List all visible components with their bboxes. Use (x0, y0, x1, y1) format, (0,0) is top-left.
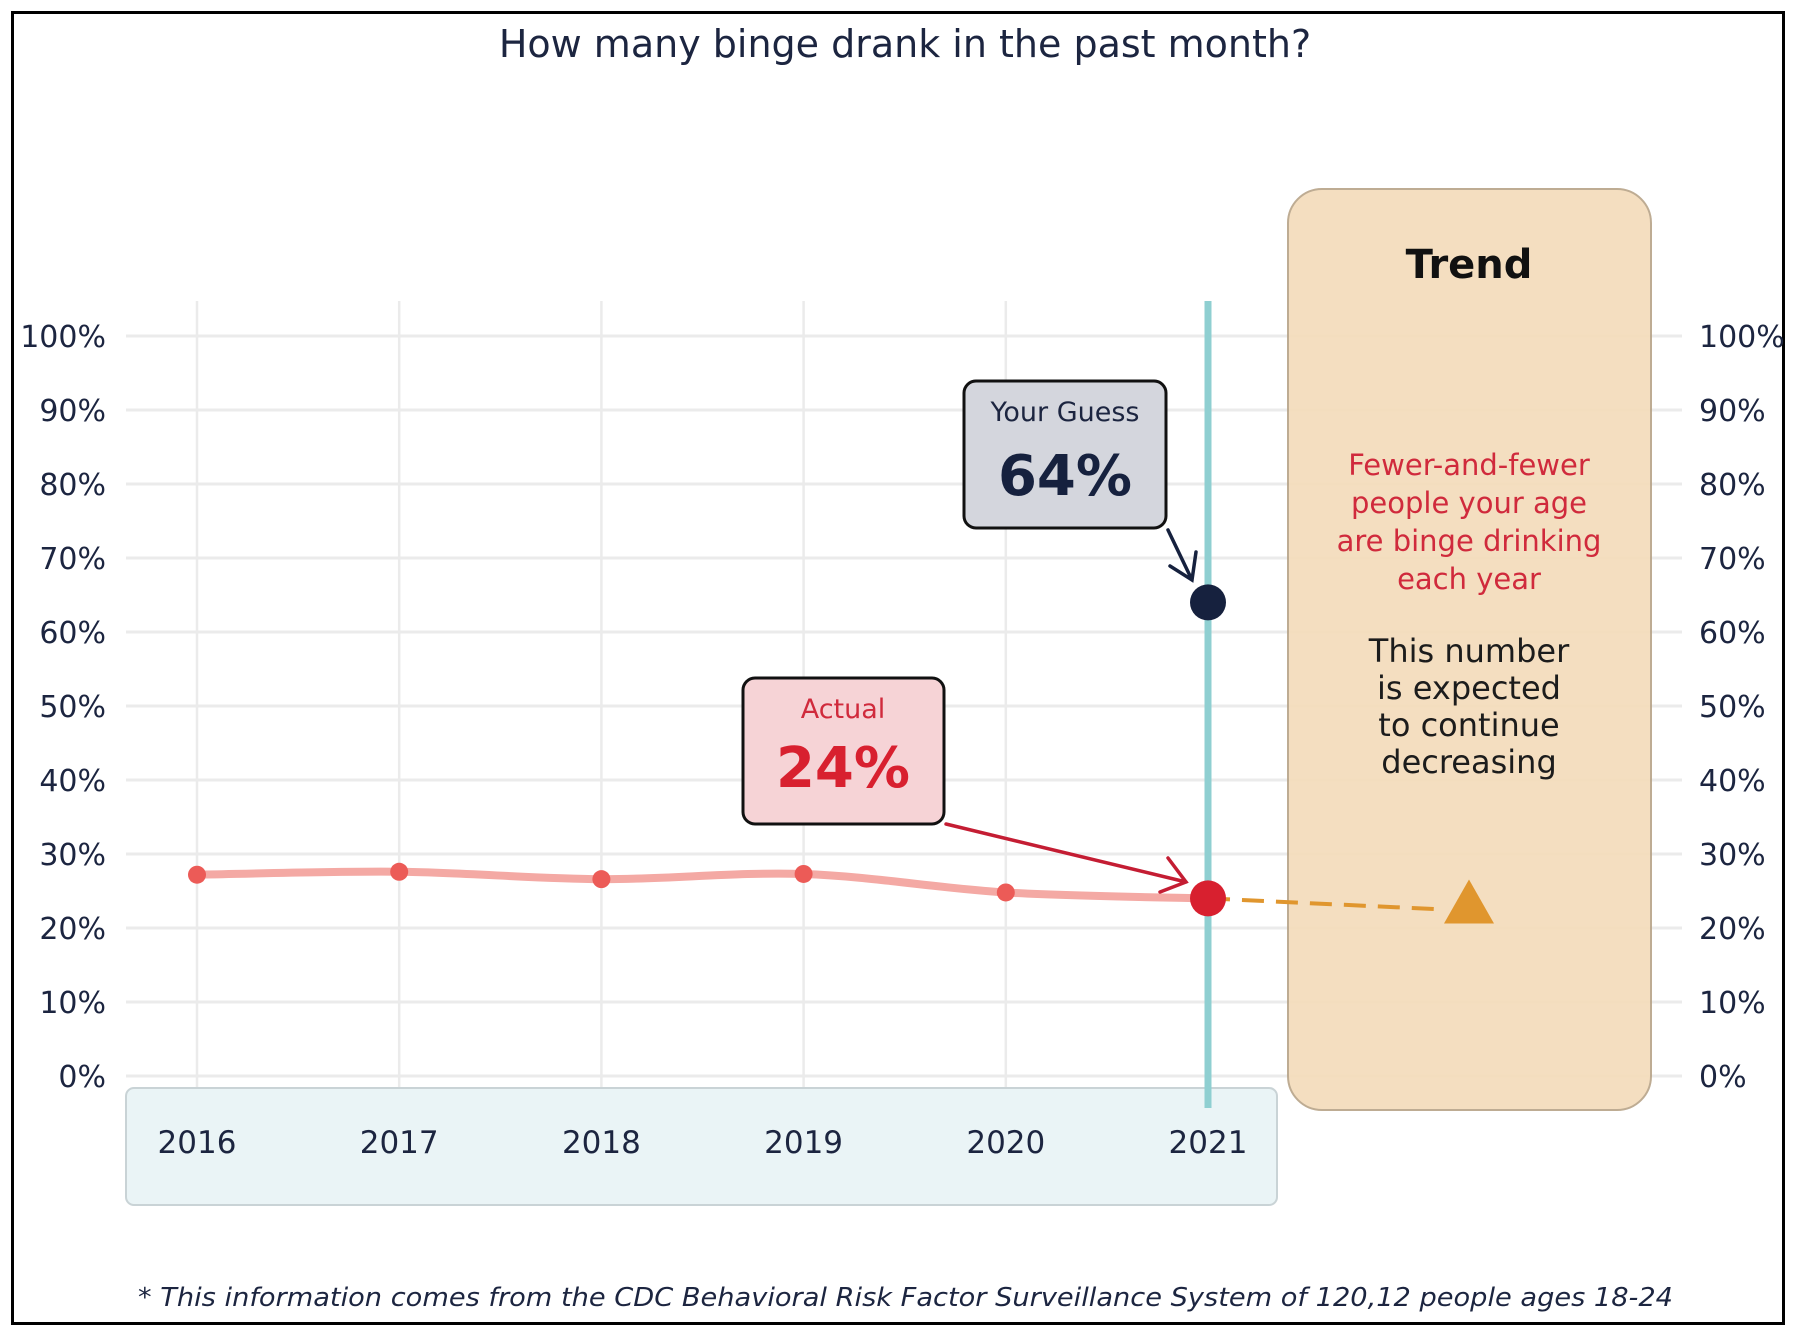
x-tick-label: 2021 (1169, 1125, 1248, 1161)
y-tick-label-right: 100% (1699, 320, 1785, 355)
data-point (794, 864, 813, 883)
x-tick-label: 2019 (764, 1125, 843, 1161)
y-tick-label-left: 30% (39, 838, 106, 873)
chart-frame (11, 11, 1785, 1325)
y-tick-label-right: 30% (1699, 838, 1766, 873)
y-tick-label-left: 50% (39, 690, 106, 725)
guess-callout-value: 64% (998, 444, 1132, 509)
y-tick-label-left: 0% (58, 1060, 106, 1095)
footnote: * This information comes from the CDC Be… (138, 1283, 1673, 1313)
y-tick-label-right: 0% (1699, 1060, 1747, 1095)
x-tick-label: 2018 (562, 1125, 641, 1161)
guess-callout-label: Your Guess (989, 397, 1139, 428)
y-tick-label-left: 100% (20, 320, 106, 355)
data-point (390, 862, 409, 881)
y-tick-label-left: 10% (39, 986, 106, 1021)
y-tick-label-left: 20% (39, 912, 106, 947)
trend-black-text: to continue (1378, 706, 1559, 744)
x-tick-label: 2017 (360, 1125, 439, 1161)
trend-black-text: decreasing (1381, 743, 1557, 781)
data-point (996, 883, 1015, 902)
data-point (592, 870, 611, 889)
y-tick-label-left: 40% (39, 764, 106, 799)
actual-arrow (944, 822, 1189, 894)
guess-callout-box (962, 379, 1168, 530)
y-tick-label-left: 70% (39, 542, 106, 577)
y-tick-label-right: 40% (1699, 764, 1766, 799)
trend-red-text: people your age (1351, 486, 1587, 520)
trend-black-text: is expected (1377, 669, 1561, 707)
y-tick-label-right: 80% (1699, 468, 1766, 503)
x-tick-label: 2020 (966, 1125, 1045, 1161)
trend-red-text: each year (1397, 562, 1541, 596)
data-point (188, 865, 206, 884)
guess-arrow (1166, 528, 1198, 583)
trend-projection-line (1207, 896, 1445, 912)
y-tick-label-left: 90% (39, 394, 106, 429)
y-tick-label-left: 60% (39, 616, 106, 651)
y-tick-label-right: 50% (1699, 690, 1766, 725)
y-tick-label-right: 10% (1699, 986, 1766, 1021)
trend-black-text: This number (1368, 632, 1570, 670)
x-tick-label: 2016 (158, 1125, 237, 1161)
y-tick-label-right: 90% (1699, 394, 1766, 429)
trend-triangle-marker (1444, 879, 1494, 924)
y-tick-label-right: 70% (1699, 542, 1766, 577)
actual-callout-box (741, 676, 946, 826)
y-tick-label-left: 80% (39, 468, 106, 503)
trend-red-text: Fewer-and-fewer (1348, 448, 1590, 482)
x-axis-panel (125, 1087, 1278, 1206)
guess-point (1190, 584, 1226, 621)
y-tick-label-right: 20% (1699, 912, 1766, 947)
trend-title: Trend (1406, 242, 1533, 288)
actual-callout-value: 24% (776, 736, 910, 801)
actual-callout-label: Actual (801, 694, 886, 725)
chart-title: How many binge drank in the past month? (499, 22, 1311, 66)
y-tick-label-right: 60% (1699, 616, 1766, 651)
actual-point (1190, 880, 1226, 917)
trend-panel (1287, 188, 1652, 1111)
series-line-actual (193, 867, 1212, 903)
trend-red-text: are binge drinking (1337, 524, 1602, 558)
